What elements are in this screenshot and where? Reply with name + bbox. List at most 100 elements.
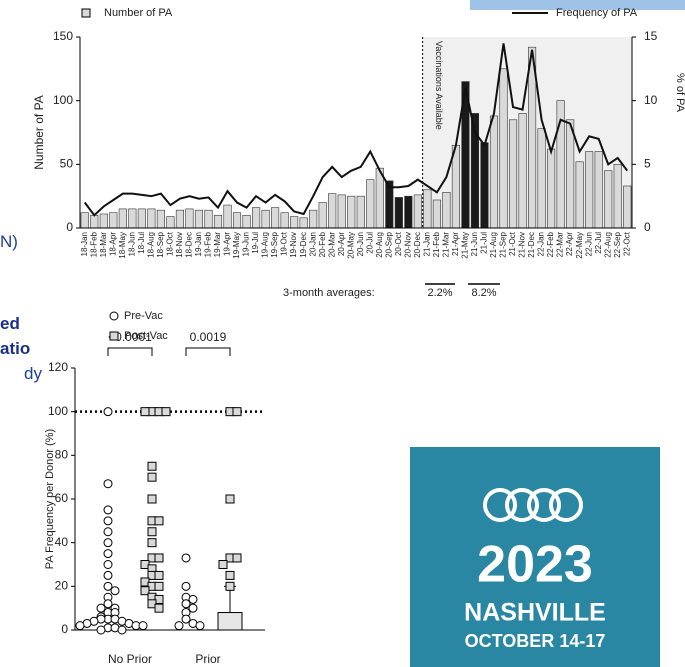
x-tick-label: 20-Jan [308,232,317,256]
x-tick-label: 21-May [461,232,470,259]
bar [157,210,165,228]
y2-tick-label: 0 [644,220,651,234]
x-tick-label: 20-Apr [337,232,346,256]
legend-label: Post-Vac [124,330,168,342]
point [155,517,163,525]
point [155,604,163,612]
x-tick-label: 22-Sep [613,231,622,257]
y2-axis-label: % of PA [674,73,685,113]
point [118,626,126,634]
charts: Vaccinations Available050100150051015Num… [0,0,685,667]
x-tick-label: 22-Oct [622,231,631,256]
bar [300,218,308,228]
logo-dates: OCTOBER 14-17 [465,631,606,651]
bar [148,209,156,228]
legend-swatch [110,332,118,340]
bar [519,113,527,228]
bar [433,200,441,228]
bar [614,164,622,228]
x-tick-label: 21-Dec [527,232,536,258]
bar [167,217,175,228]
legend-label: Number of PA [104,7,173,19]
x-tick-label: Prior [195,652,220,666]
bar [262,210,270,228]
bar [443,192,451,228]
point [148,462,156,470]
x-tick-label: 19-Oct [280,231,289,256]
x-tick-label: 20-Feb [318,231,327,257]
bar [547,149,555,228]
y-tick-label: 50 [60,157,74,171]
bar [347,196,355,228]
bar [604,171,612,228]
bar [414,195,422,228]
bar [91,215,99,228]
x-tick-label: 21-Jul [480,232,489,254]
point [141,408,149,416]
bar [405,196,413,228]
x-tick-label: 19-Jan [194,232,203,256]
x-tick-label: 18-May [118,232,127,259]
bar [110,213,118,228]
bar [138,209,146,228]
x-tick-label: 22-Jul [594,232,603,254]
x-tick-label: 18-Dec [185,232,194,258]
point [219,561,227,569]
x-tick-label: 22-Mar [556,232,565,258]
x-tick-label: 21-Apr [451,232,460,256]
point [139,622,147,630]
bar [509,120,517,228]
bar [243,215,251,228]
y2-tick-label: 15 [644,29,658,43]
x-tick-label: 22-Jan [537,232,546,256]
bar [319,203,327,228]
averages-label: 3-month averages: [283,287,375,299]
x-tick-label: 21-Oct [508,231,517,256]
bar [214,215,222,228]
legend-label: Pre-Vac [124,310,163,322]
point [148,528,156,536]
bar [500,69,508,228]
x-tick-label: 20-May [346,232,355,259]
point [104,408,112,416]
x-tick-label: 18-Apr [108,232,117,256]
x-tick-label: No Prior [108,652,152,666]
point [182,554,190,562]
y-tick-label: 120 [48,360,68,374]
point [76,622,84,630]
x-tick-label: 19-Jul [251,232,260,254]
bar [623,186,631,228]
point [196,622,204,630]
x-tick-label: 19-May [232,232,241,259]
y-axis-label: Number of PA [32,95,46,169]
point [104,517,112,525]
bar [538,129,546,228]
bar [176,210,184,228]
average-value: 2.2% [427,287,452,299]
y2-tick-label: 5 [644,157,651,171]
x-tick-label: 21-Feb [432,231,441,257]
bar [290,217,298,228]
point [155,571,163,579]
bar [119,209,127,228]
bar [233,213,241,228]
y-tick-label: 20 [55,579,69,593]
x-tick-label: 20-Dec [413,232,422,258]
x-tick-label: 21-Jan [422,232,431,256]
y-tick-label: 60 [55,491,69,505]
bar [481,143,489,228]
y-tick-label: 100 [48,404,68,418]
x-tick-label: 18-Nov [175,232,184,258]
x-tick-label: 22-May [575,232,584,259]
point [233,554,241,562]
x-tick-label: 20-Oct [394,231,403,256]
significance-bracket [186,348,230,356]
point [148,473,156,481]
x-tick-label: 22-Feb [546,231,555,257]
point [104,571,112,579]
point [104,539,112,547]
y-tick-label: 80 [55,448,69,462]
x-tick-label: 18-Mar [99,232,108,258]
bar [129,209,137,228]
point [155,554,163,562]
